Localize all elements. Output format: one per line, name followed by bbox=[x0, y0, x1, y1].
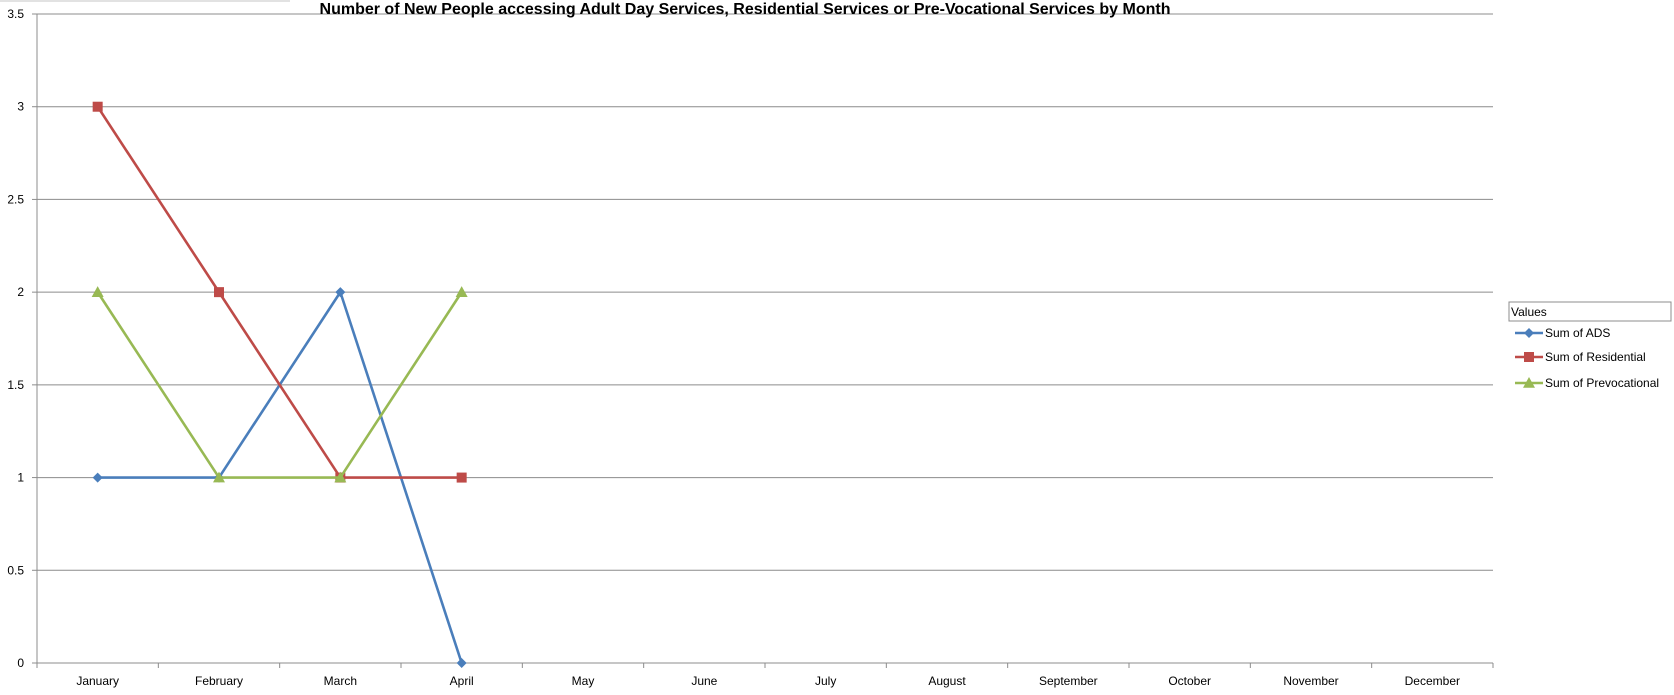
legend-marker bbox=[1523, 377, 1535, 388]
x-tick-label: April bbox=[450, 674, 474, 688]
legend-item-sum-of-residential: Sum of Residential bbox=[1515, 350, 1646, 364]
y-tick-label: 1.5 bbox=[7, 378, 24, 392]
x-tick-label: August bbox=[928, 674, 966, 688]
x-axis-tick-labels: January February March April May June July Augu… bbox=[76, 674, 1460, 688]
x-tick-label: January bbox=[76, 674, 119, 688]
x-tick-label: June bbox=[691, 674, 717, 688]
data-point-sum-of-prevocational bbox=[334, 471, 347, 483]
legend-item-sum-of-ads: Sum of ADS bbox=[1515, 326, 1610, 340]
x-tick-label: December bbox=[1405, 674, 1460, 688]
series-sum-of-prevocational bbox=[91, 286, 468, 483]
data-point-sum-of-prevocational bbox=[213, 471, 225, 483]
legend-label: Sum of ADS bbox=[1545, 326, 1610, 340]
y-tick-label: 1 bbox=[17, 471, 24, 485]
legend-marker bbox=[1524, 328, 1534, 338]
axes bbox=[36, 14, 1494, 668]
y-tick-label: 2.5 bbox=[7, 192, 24, 206]
legend-item-sum-of-prevocational: Sum of Prevocational bbox=[1515, 376, 1659, 390]
data-point-sum-of-ads bbox=[335, 287, 346, 298]
legend-title-box bbox=[1508, 301, 1672, 322]
x-tick-label: May bbox=[572, 674, 595, 688]
data-series bbox=[91, 101, 468, 668]
chart-title: Number of New People accessing Adult Day… bbox=[320, 1, 1171, 18]
legend-title: Values bbox=[1511, 305, 1547, 319]
x-tick-label: July bbox=[815, 674, 836, 688]
legend-label: Sum of Residential bbox=[1545, 350, 1646, 364]
data-point-sum-of-residential bbox=[92, 101, 103, 112]
data-point-sum-of-prevocational bbox=[455, 286, 468, 297]
legend-marker bbox=[1524, 352, 1534, 362]
x-tick-label: October bbox=[1168, 674, 1211, 688]
x-tick-label: February bbox=[195, 674, 243, 688]
x-tick-label: March bbox=[324, 674, 357, 688]
y-tick-label: 3.5 bbox=[7, 7, 24, 21]
x-tick-label: September bbox=[1039, 674, 1098, 688]
legend-items: Sum of ADS Sum of Residential Sum of Prevo… bbox=[1515, 326, 1659, 390]
data-point-sum-of-prevocational bbox=[91, 286, 104, 297]
data-point-sum-of-ads bbox=[92, 472, 103, 483]
y-tick-label: 3 bbox=[17, 100, 24, 114]
data-point-sum-of-residential bbox=[214, 287, 224, 298]
data-point-sum-of-residential bbox=[456, 472, 467, 483]
x-tick-label: November bbox=[1283, 674, 1338, 688]
y-tick-label: 0 bbox=[17, 656, 24, 670]
legend-label: Sum of Prevocational bbox=[1545, 376, 1659, 390]
y-tick-label: 0.5 bbox=[7, 563, 24, 577]
data-point-sum-of-ads bbox=[456, 658, 467, 668]
y-axis-tick-labels: 0 0.5 1 1.5 2 2.5 3 3.5 bbox=[7, 7, 24, 670]
y-tick-label: 2 bbox=[17, 285, 24, 299]
series-line-sum-of-prevocational bbox=[96, 291, 463, 479]
top-edge-strip bbox=[0, 0, 290, 2]
series-line-sum-of-residential bbox=[96, 106, 462, 479]
